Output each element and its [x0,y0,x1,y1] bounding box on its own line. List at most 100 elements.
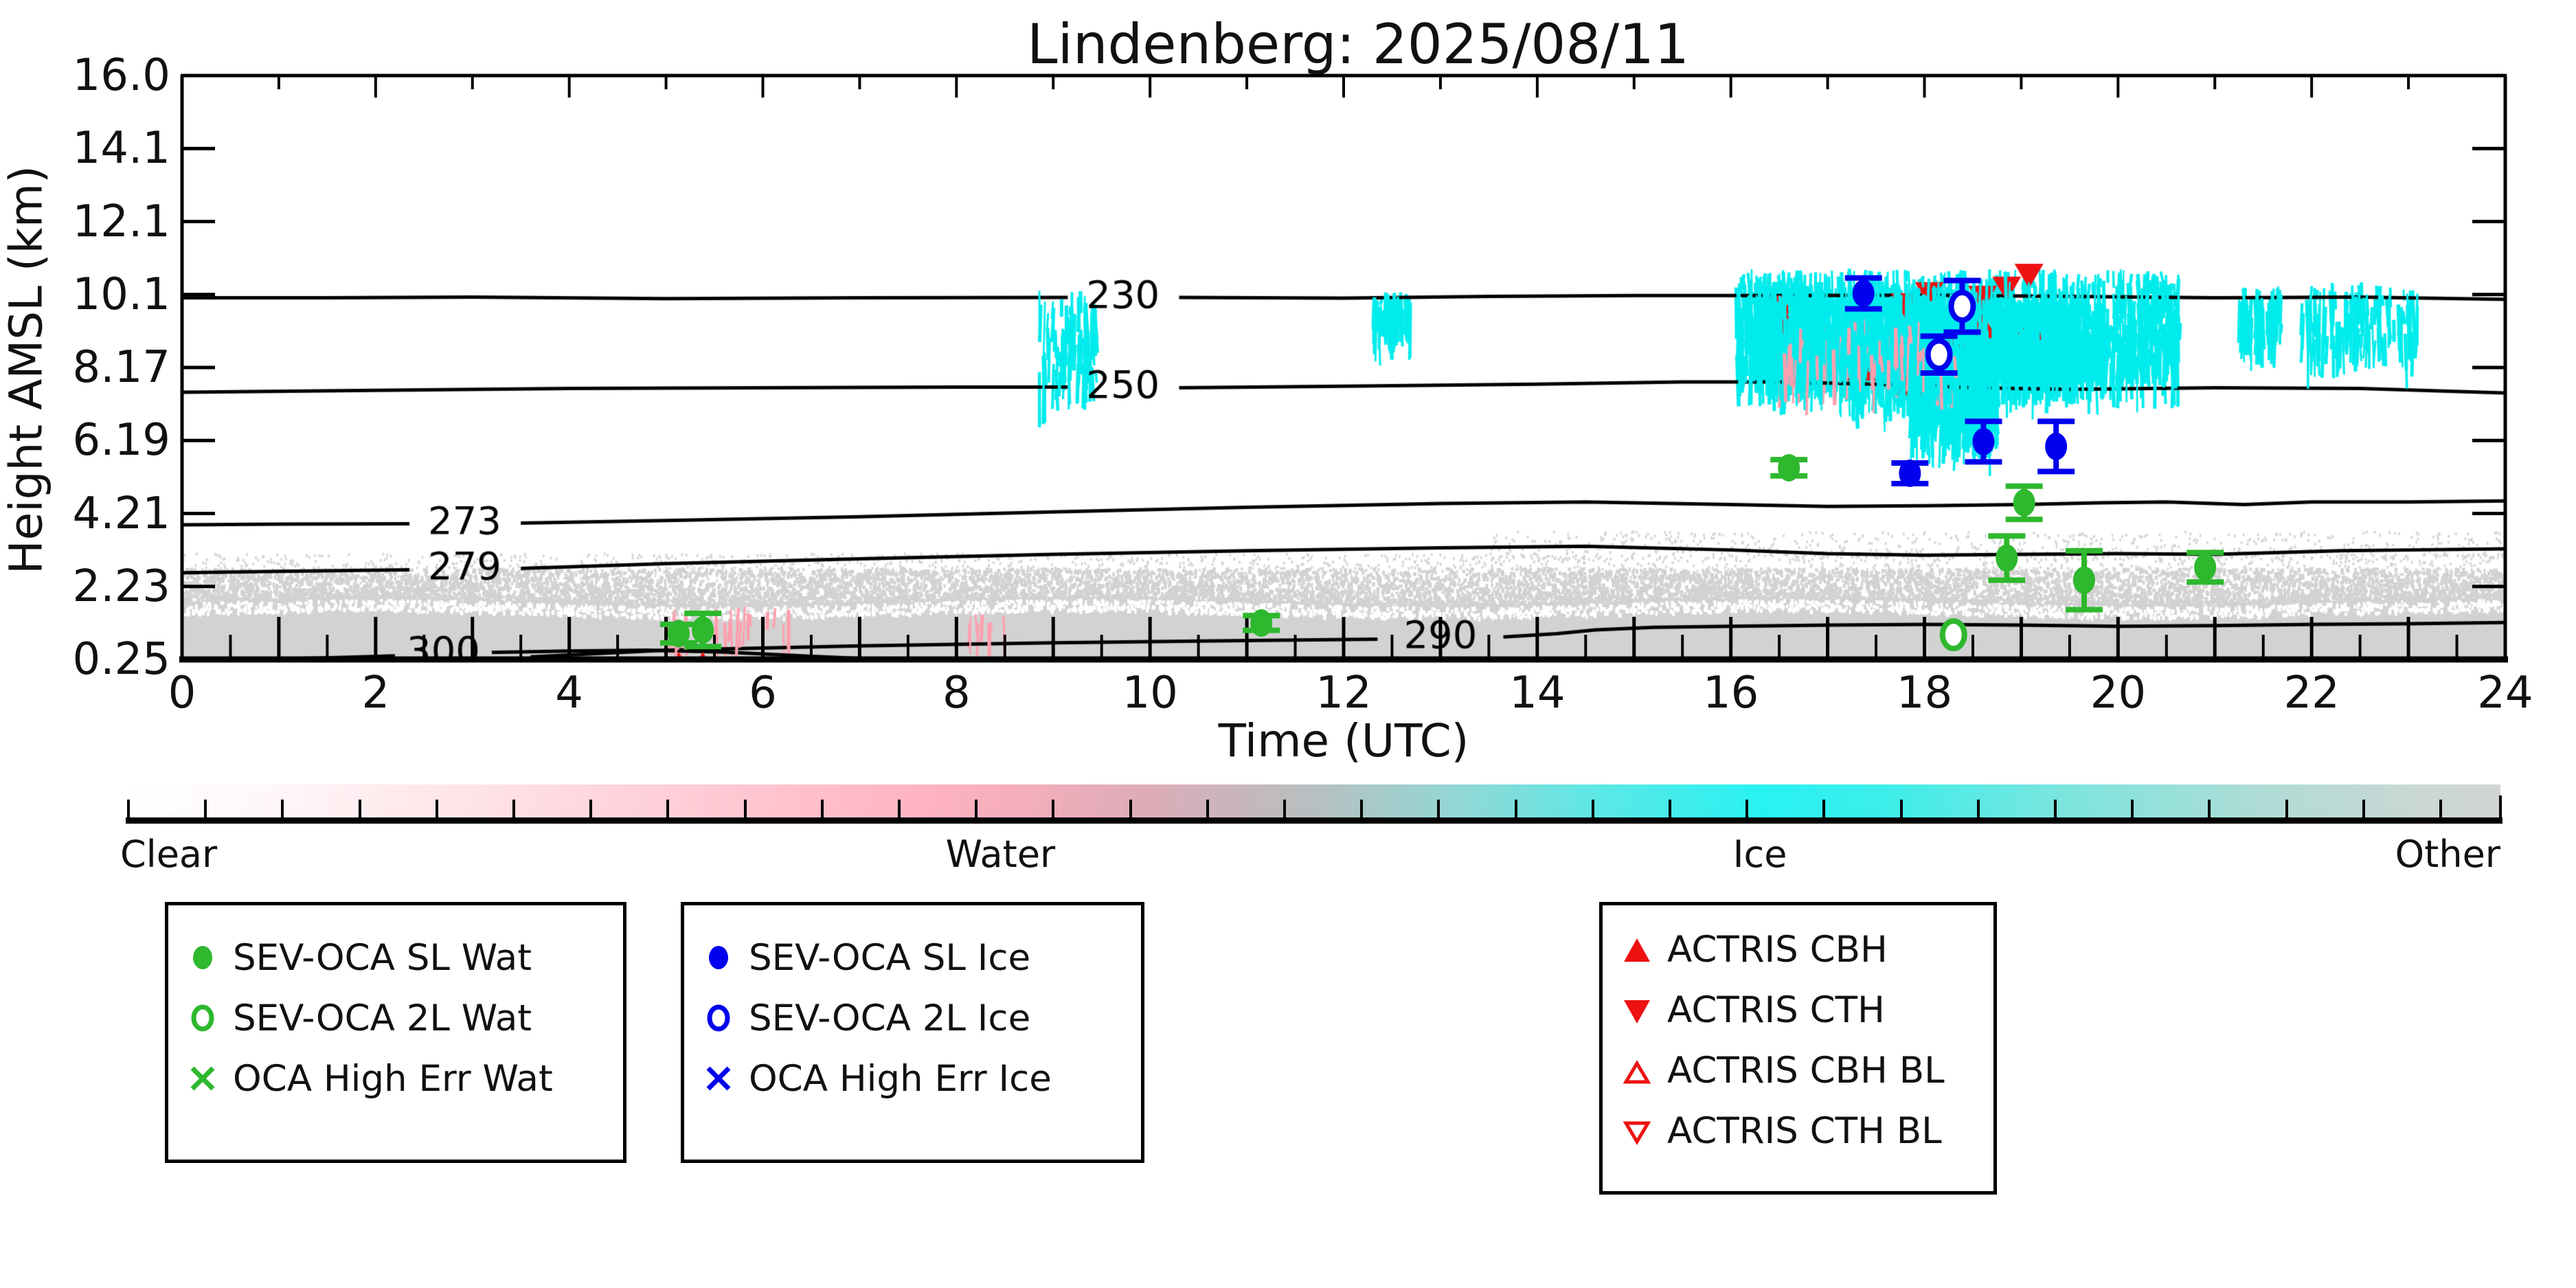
y-tick-label: 2.23 [72,561,171,612]
class-colorbar [127,784,2500,817]
colorbar-tick [1745,800,1749,817]
colorbar-tick [2439,800,2442,817]
colorbar-tick [589,800,593,817]
legend-item-label: ACTRIS CBH BL [1667,1049,1945,1092]
marker-circle [2194,553,2217,581]
legend-box-2: ACTRIS CBH ACTRIS CTH ACTRIS CBH BL ACTRIS … [1599,902,1997,1195]
x-axis-label: Time (UTC) [1218,714,1469,767]
triangle-down-filled-glyph [1624,1000,1650,1024]
data-point-sev-oca-sl-wat [659,620,697,648]
colorbar-tick [1899,800,1903,817]
colorbar-label-water: Water [945,833,1056,876]
colorbar-tick [1514,800,1517,817]
marker-circle [2013,488,2035,517]
colorbar-tick [2285,800,2288,817]
colorbar-tick [1052,800,1055,817]
colorbar-tick [898,800,901,817]
y-tick-label: 8.17 [72,342,171,393]
colorbar-tick [666,800,670,817]
legend-item-label: OCA High Err Ice [749,1057,1052,1100]
y-tick-label: 4.21 [72,488,171,539]
triangle-up-filled-glyph [1624,938,1650,962]
colorbar-tick [281,800,284,817]
marker-circle [1899,460,1921,488]
colorbar-tick [1822,800,1826,817]
data-point-sev-oca-2l-wat [1939,618,1967,652]
triangle-up-filled-icon [1624,938,1650,962]
colorbar-tick [820,800,824,817]
data-point-sev-oca-2l-ice [1920,333,1958,376]
data-point-sev-oca-sl-wat [1243,609,1280,637]
x-tick-label: 4 [555,668,584,719]
marker-circle [1925,338,1953,372]
x-glyph [190,1066,215,1091]
marker-circle [692,616,714,644]
y-axis-label: Height AMSL (km) [0,166,53,574]
x-tick-label: 0 [168,668,196,719]
circle-filled-icon [709,946,728,969]
circle-filled-glyph [193,946,212,969]
triangle-down-filled-icon [1624,1000,1650,1024]
data-point-sev-oca-sl-ice [2037,418,2075,475]
colorbar-end-tick [2499,795,2502,817]
y-tick-label: 0.25 [72,634,171,685]
marker-circle [2073,566,2096,594]
y-tick-label: 16.0 [72,50,171,101]
circle-open-icon [191,1004,214,1032]
legend-item: ACTRIS CTH [1603,980,1993,1040]
marker-circle [1778,453,1800,482]
colorbar-tick [1669,800,1671,817]
legend-item: ACTRIS CBH [1603,919,1993,980]
circle-filled-icon [193,946,212,969]
x-tick-label: 14 [1509,668,1566,719]
data-point-sev-oca-sl-wat [1988,533,2026,583]
data-point-sev-oca-sl-ice [1965,418,2002,465]
x-tick-label: 10 [1122,668,1178,719]
colorbar-tick [2362,800,2365,817]
chart-title: Lindenberg: 2025/08/11 [1027,12,1689,76]
circle-filled-glyph [709,946,728,969]
marker-circle [1972,427,1995,455]
triangle-down-open-glyph [1623,1121,1651,1145]
triangle-up-open-icon [1623,1060,1651,1084]
marker-circle [1948,289,1976,323]
x-tick-label: 12 [1315,668,1372,719]
x-tick-label: 24 [2477,668,2533,719]
colorbar-label-ice: Ice [1732,833,1787,876]
colorbar-tick [1283,800,1286,817]
data-point-sev-oca-sl-wat [2005,483,2043,523]
legend-item: OCA High Err Wat [168,1048,623,1109]
legend-item-label: SEV-OCA 2L Ice [749,997,1031,1039]
legend-box-0: SEV-OCA SL Wat SEV-OCA 2L Wat OCA High Err… [165,902,626,1163]
colorbar-tick [512,800,515,817]
y-tick-label: 6.19 [72,415,171,466]
x-icon [190,1066,215,1091]
colorbar-tick [743,800,747,817]
colorbar-tick [435,800,438,817]
colorbar-tick [2054,800,2057,817]
colorbar-label-other: Other [2395,833,2500,876]
colorbar-tick [1206,800,1209,817]
legend-item-label: ACTRIS CTH BL [1667,1109,1942,1152]
data-point-sev-oca-sl-wat [2187,550,2224,585]
x-tick-label: 16 [1702,668,1759,719]
x-tick-label: 2 [361,668,390,719]
legend-item: ACTRIS CTH BL [1603,1100,1993,1161]
data-point-sev-oca-2l-ice [1943,278,1981,335]
colorbar-tick [2208,800,2211,817]
y-tick-label: 12.1 [72,196,171,247]
colorbar-tick [2131,800,2134,817]
legend-item: SEV-OCA 2L Wat [168,988,623,1048]
legend-item-label: SEV-OCA SL Wat [233,936,532,979]
x-tick-label: 6 [749,668,777,719]
x-glyph [706,1066,731,1091]
circle-open-glyph [707,1004,730,1032]
marker-circle [1852,280,1875,308]
colorbar-tick [204,800,207,817]
x-tick-label: 22 [2283,668,2340,719]
y-tick-label: 10.1 [72,269,171,320]
colorbar-tick [127,800,130,817]
x-icon [706,1066,731,1091]
legend-item-label: SEV-OCA 2L Wat [233,997,532,1039]
